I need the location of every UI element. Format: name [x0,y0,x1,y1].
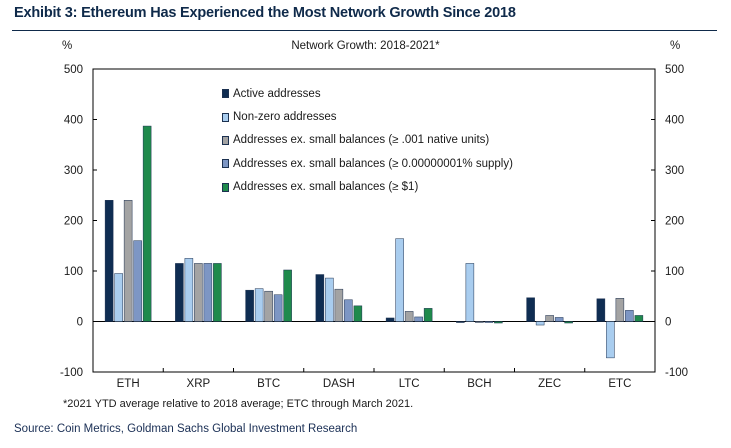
bar-dash-series-4 [344,299,353,322]
x-tick-label-xrp: XRP [187,378,211,390]
chart-title: Network Growth: 2018-2021* [291,40,440,52]
left-axis-unit: % [62,40,73,52]
bar-dash-series-3 [334,288,344,322]
bar-etc-series-1 [596,298,606,322]
y-tick-label-left: 400 [64,115,83,127]
bar-zec-series-2 [535,321,545,326]
y-tick-label-right: 300 [665,165,684,177]
bar-eth-series-2 [114,273,123,322]
bar-ltc-series-4 [414,316,423,322]
legend-swatch [222,112,229,122]
y-tick-label-right: 200 [665,216,684,228]
bar-xrp-series-3 [194,263,203,322]
legend-label: Non-zero addresses [233,111,337,124]
right-axis-unit: % [670,40,681,52]
legend-item: Non-zero addresses [222,105,513,128]
y-tick-label-left: 300 [64,165,83,177]
bar-bch-series-3 [475,321,484,323]
bar-etc-series-5 [634,315,644,322]
bar-dash-series-2 [325,277,334,322]
y-tick-label-left: 0 [77,317,83,329]
bar-dash-series-5 [353,305,363,322]
y-tick-label-right: 0 [665,317,671,329]
bar-eth-series-1 [104,200,114,322]
bar-etc-series-3 [615,298,625,322]
legend-swatch [222,159,229,169]
x-tick-label-btc: BTC [257,378,280,390]
bar-dash-series-1 [315,274,325,322]
exhibit-title: Exhibit 3: Ethereum Has Experienced the … [14,5,516,21]
legend-item: Addresses ex. small balances (≥ 0.000000… [222,152,513,175]
bar-ltc-series-3 [404,311,414,322]
bar-btc-series-1 [245,289,254,322]
x-tick-label-etc: ETC [608,378,631,390]
bar-bch-series-1 [456,321,465,323]
bar-zec-series-1 [526,297,535,322]
chart-axes: -100 -100 0 0 100 100 200 200 300 300 400 400 500 500… [60,64,688,390]
bar-etc-series-4 [625,310,634,322]
y-tick-label-left: 500 [64,64,83,76]
bar-xrp-series-1 [175,263,184,322]
bar-eth-series-4 [133,240,142,322]
bar-xrp-series-2 [184,258,194,322]
bar-zec-series-3 [545,315,554,322]
legend-item: Addresses ex. small balances (≥ .001 nat… [222,129,513,152]
bar-btc-series-5 [283,269,292,322]
legend-item: Addresses ex. small balances (≥ $1) [222,176,513,199]
bar-ltc-series-1 [385,317,395,322]
y-tick-label-right: 500 [665,64,684,76]
bar-eth-series-3 [123,200,133,322]
legend-swatch [222,89,229,99]
chart-legend: Active addresses Non-zero addresses Addres… [222,82,513,199]
bar-zec-series-5 [564,321,573,324]
bar-btc-series-4 [273,294,283,322]
bar-xrp-series-5 [213,263,222,322]
chart-bars [104,125,644,359]
y-tick-label-right: -100 [665,367,688,379]
source-note: Source: Coin Metrics, Goldman Sachs Glob… [14,423,358,435]
x-tick-label-zec: ZEC [538,378,561,390]
legend-swatch [222,182,229,192]
y-tick-label-right: 400 [665,115,684,127]
bar-ltc-series-5 [423,308,433,322]
x-tick-label-ltc: LTC [399,378,420,390]
bar-bch-series-4 [484,321,494,323]
x-tick-label-eth: ETH [117,378,140,390]
legend-label: Addresses ex. small balances (≥ 0.000000… [233,157,513,170]
legend-label: Addresses ex. small balances (≥ $1) [233,181,419,194]
bar-btc-series-2 [254,288,264,322]
bar-etc-series-2 [606,321,615,359]
bar-btc-series-3 [264,290,273,322]
legend-label: Addresses ex. small balances (≥ .001 nat… [233,134,490,147]
legend-label: Active addresses [233,87,321,100]
legend-item: Active addresses [222,82,513,105]
bar-eth-series-5 [142,125,152,322]
y-tick-label-left: -100 [60,367,83,379]
y-tick-label-left: 100 [64,266,83,278]
bar-bch-series-2 [465,263,475,322]
bar-ltc-series-2 [395,238,404,322]
y-tick-label-right: 100 [665,266,684,278]
y-tick-label-left: 200 [64,216,83,228]
legend-swatch [222,135,229,145]
bar-zec-series-4 [554,317,564,322]
x-tick-label-bch: BCH [467,378,491,390]
bar-bch-series-5 [494,321,503,324]
x-tick-label-dash: DASH [323,378,355,390]
bar-xrp-series-4 [203,263,213,322]
title-divider [12,30,717,31]
footnote: *2021 YTD average relative to 2018 avera… [63,398,414,410]
